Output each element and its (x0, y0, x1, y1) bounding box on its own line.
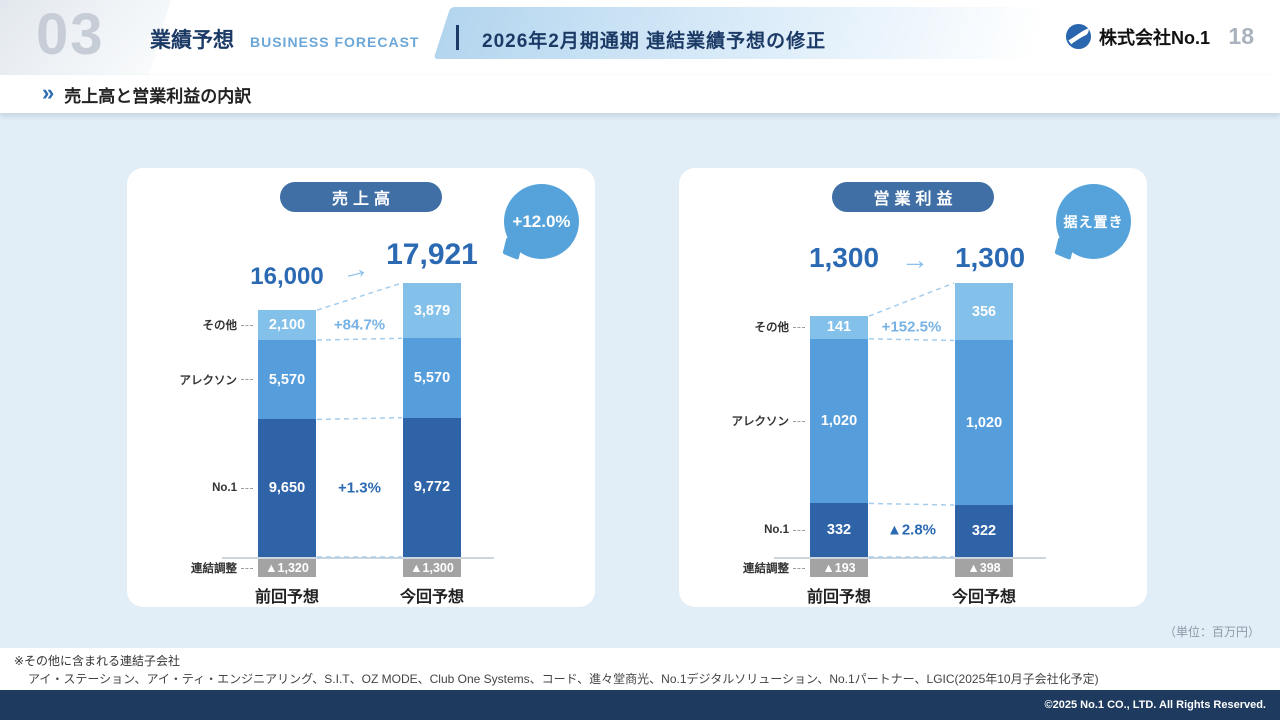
header: 03 業績予想 BUSINESS FORECAST 2026年2月期通期 連結業… (0, 0, 1280, 75)
change-label: +1.3% (338, 479, 381, 497)
change-bubble-label: +12.0% (512, 211, 571, 231)
previous-total: 1,300 (808, 242, 880, 273)
company-logo-icon (1065, 23, 1092, 50)
unit-note: （単位：百万円） (1163, 625, 1260, 639)
adjustment-segment: ▲1,320 (258, 559, 316, 577)
category-label: アレクソン (732, 413, 806, 429)
bar-segment-No.1: 9,772 (403, 417, 461, 557)
page-number: 18 (1228, 23, 1254, 49)
bar-segment-アレクソン: 1,020 (810, 338, 868, 504)
footnote: ※その他に含まれる連結子会社 アイ・ステーション、アイ・ティ・エンジニアリング、… (0, 648, 1280, 690)
current-total: 17,921 (386, 238, 478, 271)
bar-segment-その他: 141 (810, 316, 868, 339)
change-bubble: 据え置き (1056, 184, 1131, 259)
x-axis-label: 前回予想 (806, 589, 871, 606)
header-title: 業績予想 (150, 29, 234, 52)
axis-baseline (222, 557, 494, 559)
chart-title-badge: 営業利益 (832, 182, 994, 212)
change-bubble-label: 据え置き (1063, 213, 1124, 230)
category-label: 連結調整 (191, 560, 253, 576)
arrow-icon: → (901, 244, 929, 275)
adjustment-segment: ▲398 (955, 559, 1013, 577)
bar-segment-その他: 2,100 (258, 310, 316, 341)
change-label: +84.7% (333, 316, 386, 334)
profit-stacked-bar-chart: 141 1,020 332 ▲193 前回予想 356 1,020 322 ▲398 今回予想 その… (679, 268, 1147, 607)
header-banner-text: 2026年2月期通期 連結業績予想の修正 (482, 31, 827, 52)
adjustment-segment: ▲1,300 (403, 559, 461, 577)
main-content: 売上高 +12.0% 16,000 → 17,921 2,100 5,570 9,6… (0, 113, 1280, 648)
bar-segment-No.1: 9,650 (258, 419, 316, 557)
category-label: No.1 (212, 482, 253, 494)
sales-chart-card: 売上高 +12.0% 16,000 → 17,921 2,100 5,570 9,6… (127, 168, 595, 607)
category-label: アレクソン (180, 372, 254, 388)
sales-stacked-bar-chart: 2,100 5,570 9,650 ▲1,320 前回予想 3,879 5,570 9,772… (127, 268, 595, 607)
bar-segment-アレクソン: 5,570 (403, 338, 461, 418)
change-label: ▲2.8% (886, 521, 937, 539)
category-label: その他 (203, 317, 254, 333)
profit-chart-card: 営業利益 据え置き 1,300 → 1,300 141 1,020 332 ▲193 前… (679, 168, 1147, 607)
bar-segment-アレクソン: 1,020 (955, 340, 1013, 506)
chevron-icon: » (42, 79, 55, 105)
company-name: 株式会社No.1 (1098, 27, 1210, 48)
header-title-en: BUSINESS FORECAST (250, 34, 420, 50)
bar-segment-No.1: 332 (810, 503, 868, 557)
header-divider (456, 25, 459, 50)
company-logo: 株式会社No.1 (1065, 23, 1210, 50)
bar-segment-アレクソン: 5,570 (258, 340, 316, 420)
category-label: No.1 (764, 524, 805, 536)
change-label: +152.5% (881, 318, 942, 336)
bar-segment-その他: 356 (955, 283, 1013, 341)
footer: ©2025 No.1 CO., LTD. All Rights Reserved… (0, 690, 1280, 720)
category-label: 連結調整 (743, 560, 805, 576)
chart-title-badge: 売上高 (280, 182, 442, 212)
section-number: 03 (36, 2, 105, 67)
section-title-bar: » 売上高と営業利益の内訳 (0, 75, 1280, 113)
adjustment-segment: ▲193 (810, 559, 868, 577)
header-title-group: 業績予想 BUSINESS FORECAST (150, 24, 419, 54)
x-axis-label: 今回予想 (951, 589, 1016, 606)
section-heading: 売上高と営業利益の内訳 (64, 86, 252, 106)
bar-segment-No.1: 322 (955, 505, 1013, 557)
current-total: 1,300 (954, 242, 1026, 273)
change-bubble: +12.0% (504, 184, 579, 259)
axis-baseline (774, 557, 1046, 559)
copyright: ©2025 No.1 CO., LTD. All Rights Reserved… (1044, 699, 1266, 711)
x-axis-label: 今回予想 (399, 589, 464, 606)
previous-total: 16,000 (250, 263, 324, 290)
bar-segment-その他: 3,879 (403, 283, 461, 339)
footnote-line2: アイ・ステーション、アイ・ティ・エンジニアリング、S.I.T、OZ MODE、C… (28, 672, 1099, 686)
x-axis-label: 前回予想 (254, 589, 319, 606)
footnote-line1: ※その他に含まれる連結子会社 (14, 654, 181, 668)
category-label: その他 (755, 319, 806, 335)
